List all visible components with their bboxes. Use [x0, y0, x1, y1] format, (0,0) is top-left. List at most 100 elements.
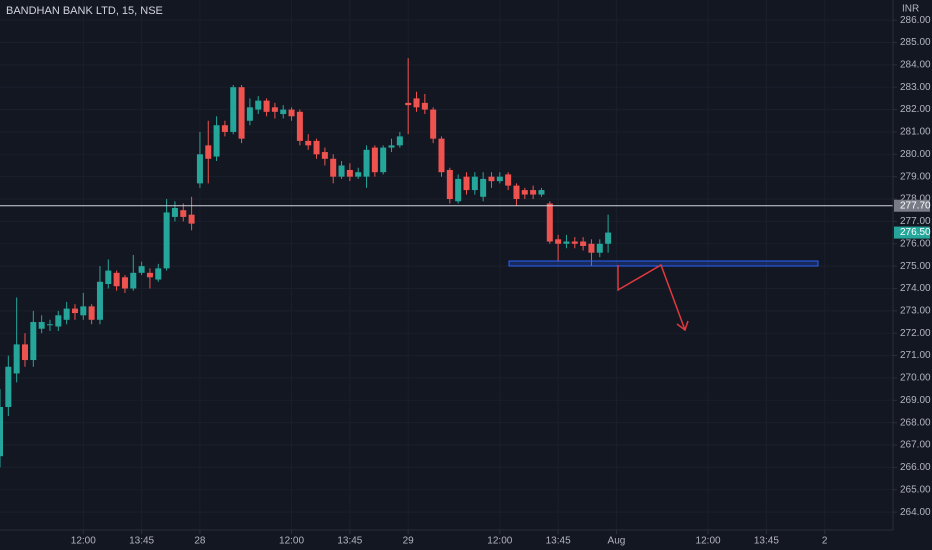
candle-body	[563, 241, 570, 244]
y-tick-label: 276.00	[900, 238, 931, 249]
y-tick-label: 282.00	[900, 104, 931, 115]
candle-body	[105, 270, 112, 285]
last-price-label: 276.50	[900, 227, 931, 238]
y-tick-label: 281.00	[900, 127, 931, 138]
y-tick-label: 278.00	[900, 194, 931, 205]
candle-body	[0, 407, 3, 457]
candle-body	[13, 344, 20, 374]
support-zone	[508, 260, 819, 267]
y-tick-label: 272.00	[900, 328, 931, 339]
candle-body	[271, 107, 278, 112]
chart-title: BANDHAN BANK LTD, 15, NSE	[6, 5, 163, 17]
candle-body	[363, 149, 370, 177]
price-line-tag	[894, 199, 930, 212]
candle-body	[580, 241, 587, 246]
candle-body	[555, 239, 562, 244]
candle-body	[180, 210, 187, 217]
candle-body	[213, 125, 220, 157]
price-axis	[893, 0, 932, 550]
candle-body	[480, 178, 487, 197]
candle-body	[538, 190, 545, 195]
y-tick-label: 280.00	[900, 149, 931, 160]
candle-body	[46, 324, 53, 326]
y-tick-label: 277.00	[900, 216, 931, 227]
candle-body	[305, 140, 312, 146]
candle-body	[88, 306, 95, 320]
candle-body	[438, 138, 445, 173]
candle-body	[71, 308, 78, 314]
x-tick-label: 12:00	[696, 536, 721, 547]
candle-body	[163, 212, 170, 269]
candle-body	[521, 190, 528, 195]
candle-body	[463, 176, 470, 191]
candle-body	[605, 232, 612, 244]
candle-body	[571, 241, 578, 244]
candle-body	[396, 136, 403, 146]
candle-body	[280, 109, 287, 115]
candle-body	[446, 169, 453, 200]
candle-body	[296, 111, 303, 141]
candle-body	[471, 176, 478, 191]
candle-body	[38, 322, 45, 329]
candle-body	[30, 322, 37, 361]
candle-body	[155, 268, 162, 280]
x-tick-label: 13:45	[337, 536, 362, 547]
x-tick-label: 12:00	[279, 536, 304, 547]
candle-body	[246, 107, 253, 121]
candle-body	[263, 100, 270, 112]
x-tick-label: Aug	[608, 536, 626, 547]
candle-body	[63, 308, 70, 320]
axes: 264.00 265.00 266.00 267.00 268.00 269.00 270.…	[71, 15, 931, 547]
candle-body	[321, 152, 328, 159]
candle-body	[21, 344, 28, 361]
candle-body	[371, 147, 378, 173]
candle-body	[188, 214, 195, 224]
y-tick-label: 270.00	[900, 373, 931, 384]
candle-body	[196, 154, 203, 184]
candle-body	[546, 203, 553, 242]
y-tick-label: 279.00	[900, 171, 931, 182]
candle-body	[238, 87, 245, 139]
x-tick-label: 12:00	[71, 536, 96, 547]
candle-body	[138, 266, 145, 273]
y-tick-label: 283.00	[900, 82, 931, 93]
arrow-head	[676, 320, 689, 332]
x-tick-label: 12:00	[487, 536, 512, 547]
candle-body	[380, 147, 387, 173]
x-tick-label: 13:45	[754, 536, 779, 547]
candle-body	[530, 190, 537, 195]
candle-body	[488, 176, 495, 182]
candle-body	[330, 158, 337, 177]
x-tick-label: 13:45	[129, 536, 154, 547]
y-tick-label: 269.00	[900, 395, 931, 406]
candle-body	[55, 315, 62, 327]
y-tick-label: 273.00	[900, 305, 931, 316]
candle-body	[346, 169, 353, 177]
candle-body	[388, 145, 395, 148]
candle-body	[171, 207, 178, 217]
y-tick-label: 271.00	[900, 350, 931, 361]
candle-body	[430, 109, 437, 139]
grid	[0, 0, 893, 530]
y-tick-label: 265.00	[900, 484, 931, 495]
candle-body	[205, 145, 212, 159]
candle-body	[221, 125, 228, 132]
price-line-label: 277.70	[900, 200, 931, 211]
y-tick-label: 266.00	[900, 462, 931, 473]
candle-body	[455, 178, 462, 202]
y-tick-label: 274.00	[900, 283, 931, 294]
candle-body	[355, 172, 362, 177]
candle-body	[596, 243, 603, 253]
candles	[0, 58, 612, 468]
candle-body	[313, 140, 320, 155]
projection-arrow	[617, 263, 686, 331]
y-tick-label: 284.00	[900, 59, 931, 70]
candle-body	[588, 243, 595, 253]
y-tick-label: 264.00	[900, 507, 931, 518]
x-tick-label: 28	[194, 536, 206, 547]
y-tick-label: 286.00	[900, 15, 931, 26]
candle-body	[113, 272, 120, 287]
x-tick-label: 2	[822, 536, 828, 547]
